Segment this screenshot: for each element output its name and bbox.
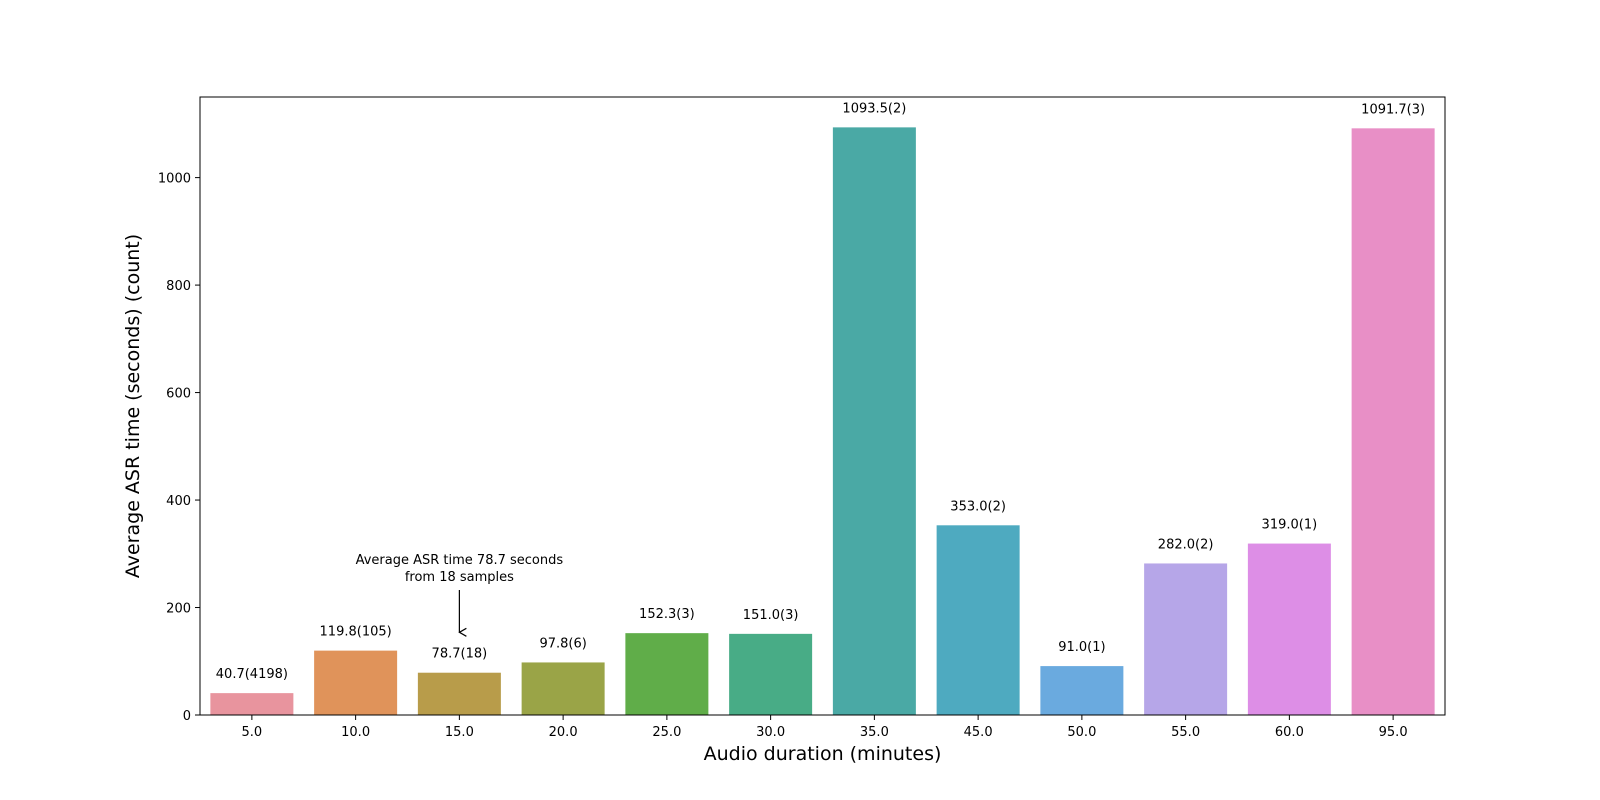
bar-data-label: 353.0(2) (950, 499, 1006, 514)
bar-data-label: 40.7(4198) (216, 667, 288, 682)
bar-60.0 (1247, 543, 1331, 715)
x-axis-ticks: 5.0 10.0 15.0 20.0 25.0 30.0 35.0 45.0 50.0 55.0 6… (242, 715, 1408, 740)
bar-data-label: 1091.7(3) (1361, 102, 1425, 117)
bar-data-label: 152.3(3) (639, 607, 695, 622)
x-tick-label: 35.0 (860, 725, 889, 740)
y-axis-ticks: 0 200 400 600 800 1000 (158, 172, 200, 724)
bar-labels-group: 40.7(4198) 119.8(105) 78.7(18) 97.8(6) 152.3… (216, 101, 1425, 682)
x-tick-label: 95.0 (1379, 725, 1408, 740)
x-tick-label: 10.0 (341, 725, 370, 740)
bar-data-label: 78.7(18) (432, 647, 488, 662)
bar-data-label: 282.0(2) (1158, 537, 1214, 552)
bar-5.0 (210, 693, 294, 715)
y-tick-label: 200 (166, 602, 191, 617)
plot-frame (199, 96, 1446, 716)
y-axis-label: Average ASR time (seconds) (count) (122, 234, 144, 578)
x-tick-label: 5.0 (242, 725, 263, 740)
bar-55.0 (1144, 563, 1228, 715)
x-tick-label: 45.0 (964, 725, 993, 740)
x-tick-label: 55.0 (1171, 725, 1200, 740)
bar-data-label: 319.0(1) (1262, 518, 1318, 533)
bar-30.0 (729, 633, 813, 715)
y-tick-label: 0 (183, 709, 191, 724)
y-tick-label: 600 (166, 387, 191, 402)
x-tick-label: 20.0 (549, 725, 578, 740)
annotation-text-line-1: Average ASR time 78.7 seconds (356, 553, 564, 568)
y-tick-label: 1000 (158, 172, 191, 187)
bar-data-label: 1093.5(2) (842, 101, 906, 116)
bar-data-label: 97.8(6) (539, 636, 586, 651)
y-tick-label: 800 (166, 279, 191, 294)
bar-35.0 (832, 127, 916, 715)
annotation-text-line-2: from 18 samples (405, 570, 514, 585)
bar-data-label: 119.8(105) (320, 625, 392, 640)
annotation: Average ASR time 78.7 seconds from 18 sa… (356, 553, 564, 632)
bar-15.0 (417, 672, 501, 715)
x-tick-label: 25.0 (652, 725, 681, 740)
bar-10.0 (314, 650, 398, 715)
x-tick-label: 60.0 (1275, 725, 1304, 740)
y-tick-label: 400 (166, 494, 191, 509)
x-axis-label: Audio duration (minutes) (704, 743, 942, 765)
bar-95.0 (1351, 128, 1435, 716)
x-tick-label: 30.0 (756, 725, 785, 740)
bar-20.0 (521, 662, 605, 715)
x-tick-label: 15.0 (445, 725, 474, 740)
bar-50.0 (1040, 666, 1124, 715)
bar-data-label: 91.0(1) (1058, 640, 1105, 655)
bars-group (210, 127, 1435, 716)
bar-25.0 (625, 633, 709, 715)
bar-45.0 (936, 525, 1020, 715)
x-tick-label: 50.0 (1067, 725, 1096, 740)
bar-data-label: 151.0(3) (743, 608, 799, 623)
